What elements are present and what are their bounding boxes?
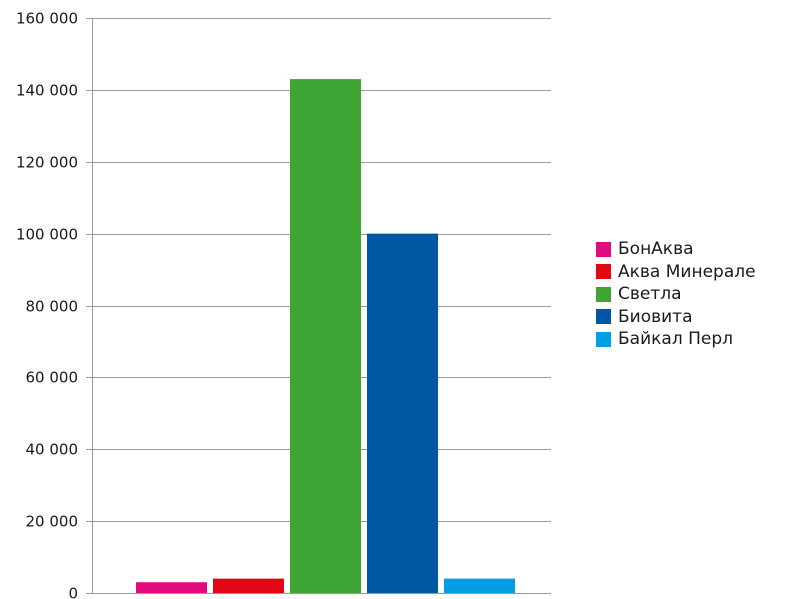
bar-1 xyxy=(136,582,207,593)
legend-item: Аква Минерале xyxy=(596,261,756,284)
bars xyxy=(136,79,515,593)
legend-swatch xyxy=(596,309,611,325)
y-tick-label: 140 000 xyxy=(16,82,78,100)
bar-5 xyxy=(444,578,515,593)
y-tick-label: 120 000 xyxy=(16,154,78,172)
y-tick-label: 80 000 xyxy=(26,298,79,316)
y-tick-label: 160 000 xyxy=(16,10,78,28)
legend-item: Байкал Перл xyxy=(596,328,756,351)
y-tick-label: 0 xyxy=(68,585,78,599)
legend-label: Байкал Перл xyxy=(618,329,733,350)
legend-label: Аква Минерале xyxy=(618,261,756,282)
legend-swatch xyxy=(596,286,611,302)
legend-item: БонАква xyxy=(596,238,756,261)
legend: БонАква Аква Минерале Светла Биовита Байкал … xyxy=(596,238,756,351)
legend-swatch xyxy=(596,241,611,257)
y-axis-tick-labels: 0 20 000 40 000 60 000 80 000 100 000 120 000 1… xyxy=(16,10,78,599)
legend-label: Биовита xyxy=(618,306,693,327)
y-tick-label: 20 000 xyxy=(26,513,79,531)
bar-3 xyxy=(290,79,361,593)
legend-item: Биовита xyxy=(596,306,756,329)
y-tick-label: 100 000 xyxy=(16,226,78,244)
legend-swatch xyxy=(596,331,611,347)
y-tick-label: 60 000 xyxy=(26,369,79,387)
y-tick-label: 40 000 xyxy=(26,441,79,459)
bar-4 xyxy=(367,233,438,593)
legend-label: БонАква xyxy=(618,239,694,260)
legend-swatch xyxy=(596,264,611,280)
legend-item: Светла xyxy=(596,283,756,306)
legend-label: Светла xyxy=(618,284,682,305)
bar-2 xyxy=(213,578,284,593)
